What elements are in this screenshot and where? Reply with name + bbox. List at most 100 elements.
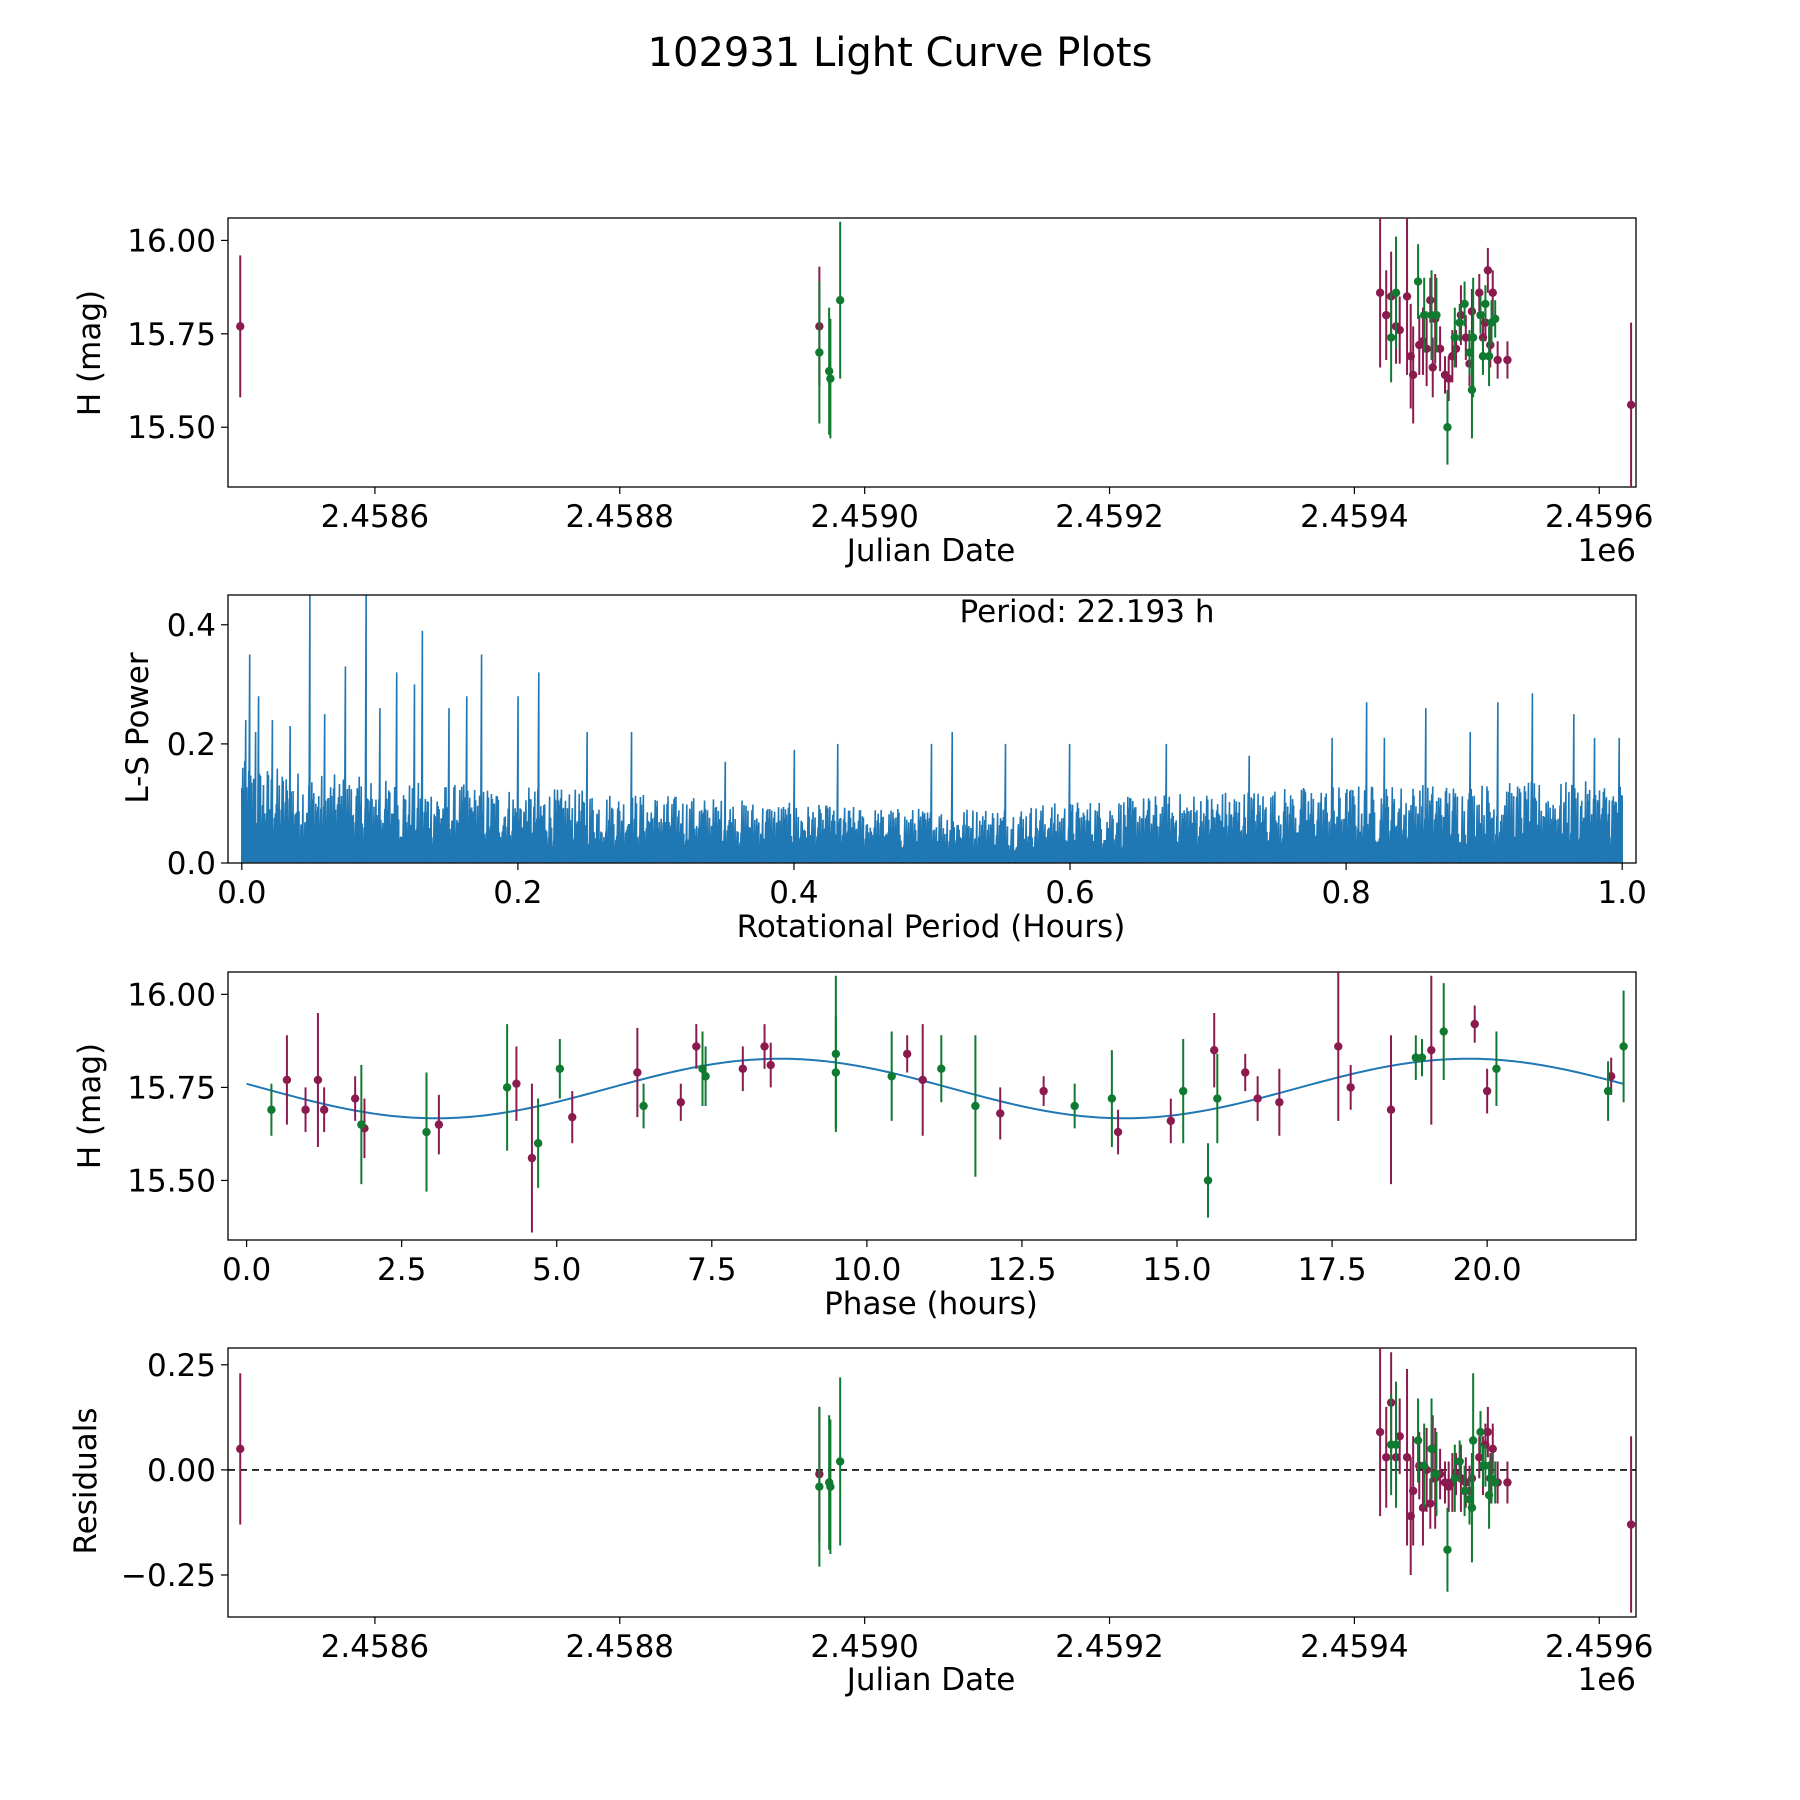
data-point	[1443, 423, 1452, 432]
data-point	[1213, 1094, 1222, 1103]
data-point	[815, 1482, 824, 1491]
data-point	[937, 1064, 946, 1073]
data-point	[1375, 288, 1385, 297]
data-point	[1382, 1453, 1391, 1462]
data-point	[1444, 374, 1453, 383]
data-point	[319, 1105, 329, 1114]
x-tick-label: 2.4586	[321, 499, 429, 535]
x-tick-label: 0.0	[222, 1252, 271, 1288]
data-point	[1427, 1045, 1436, 1055]
data-point	[831, 1068, 841, 1077]
data-point	[698, 1064, 707, 1073]
data-point	[1419, 310, 1429, 320]
x-tick-label: 2.4596	[1545, 1629, 1653, 1665]
data-point	[918, 1075, 927, 1085]
data-point	[1419, 1461, 1429, 1470]
y-axis-label: H (mag)	[72, 290, 108, 416]
data-point	[236, 1444, 245, 1454]
y-tick-label: 15.75	[127, 317, 216, 353]
data-point	[267, 1105, 276, 1114]
data-point	[1482, 1086, 1492, 1096]
x-tick-label: 0.4	[769, 875, 818, 911]
x-tick-label: 7.5	[687, 1252, 736, 1288]
data-point	[1467, 1503, 1477, 1512]
data-point	[1426, 295, 1435, 305]
x-tick-label: 12.5	[987, 1252, 1056, 1288]
data-point	[434, 1120, 444, 1129]
data-point	[887, 1072, 896, 1081]
x-tick-label: 2.4586	[321, 1629, 429, 1665]
data-point	[1455, 1457, 1464, 1466]
data-point	[512, 1079, 521, 1088]
data-point	[760, 1042, 769, 1051]
data-point	[1391, 288, 1401, 297]
data-point	[1386, 333, 1396, 342]
panel-phased-curve: H (mag) Phase (hours) 0.0 2.5 5.0 7.5 10.0 12…	[72, 971, 1637, 1322]
x-tick-label: 15.0	[1142, 1252, 1211, 1288]
data-point	[1435, 344, 1445, 353]
data-point	[1179, 1086, 1188, 1096]
x-tick-label: 2.4588	[566, 499, 674, 535]
y-tick-label: 0.25	[147, 1348, 216, 1384]
periodogram-line	[241, 595, 1623, 863]
data-point	[1386, 1105, 1396, 1114]
data-point	[1432, 1469, 1441, 1479]
data-points	[236, 218, 1636, 487]
periodogram-line-group	[241, 595, 1623, 863]
y-axis-label: Residuals	[68, 1407, 104, 1554]
data-point	[1413, 1436, 1423, 1445]
data-point	[533, 1139, 543, 1148]
x-tick-label: 0.2	[493, 875, 542, 911]
data-point	[555, 1064, 565, 1073]
x-axis-label: Julian Date	[845, 1662, 1016, 1698]
x-tick-label: 0.8	[1321, 875, 1370, 911]
x-tick-label: 0.6	[1045, 875, 1094, 911]
data-point	[1411, 1053, 1421, 1062]
axes-frame	[227, 217, 1637, 488]
data-point	[1413, 277, 1423, 286]
data-point	[1113, 1127, 1123, 1137]
data-point	[1467, 307, 1477, 316]
data-point	[502, 1083, 512, 1092]
data-point	[1428, 363, 1437, 372]
axes-frame	[227, 594, 1637, 864]
data-point	[1481, 299, 1490, 309]
data-point	[1626, 1520, 1636, 1529]
x-offset-label: 1e6	[1577, 533, 1636, 569]
y-axis-label: H (mag)	[72, 1043, 108, 1169]
data-point	[1427, 1444, 1436, 1454]
data-point	[301, 1105, 310, 1114]
period-annotation: Period: 22.193 h	[960, 594, 1215, 630]
data-point	[1503, 1478, 1512, 1487]
data-point	[1467, 385, 1477, 395]
series-b	[815, 1373, 1500, 1592]
data-point	[1408, 370, 1418, 380]
x-tick-label: 2.4594	[1300, 499, 1408, 535]
data-point	[826, 1482, 835, 1491]
data-point	[1039, 1086, 1048, 1096]
data-point	[1166, 1116, 1176, 1126]
data-point	[902, 1049, 912, 1059]
data-point	[1395, 1432, 1404, 1441]
data-point	[1603, 1086, 1613, 1096]
data-point	[1439, 1027, 1448, 1036]
data-point	[1460, 1486, 1469, 1496]
data-point	[826, 374, 835, 383]
x-tick-label: 10.0	[832, 1252, 901, 1288]
data-point	[1203, 1176, 1213, 1185]
y-tick-label: 0.4	[167, 608, 216, 644]
data-point	[1488, 1444, 1497, 1454]
data-point	[357, 1120, 366, 1129]
data-point	[1476, 310, 1485, 320]
x-tick-label: 20.0	[1453, 1252, 1522, 1288]
data-point	[236, 322, 245, 331]
data-points	[267, 972, 1628, 1233]
data-point	[1210, 1045, 1219, 1055]
data-point	[1475, 288, 1484, 297]
data-point	[282, 1075, 292, 1085]
data-point	[527, 1153, 537, 1163]
data-point	[1481, 1461, 1490, 1470]
data-point	[1486, 340, 1495, 350]
data-point	[815, 348, 824, 357]
